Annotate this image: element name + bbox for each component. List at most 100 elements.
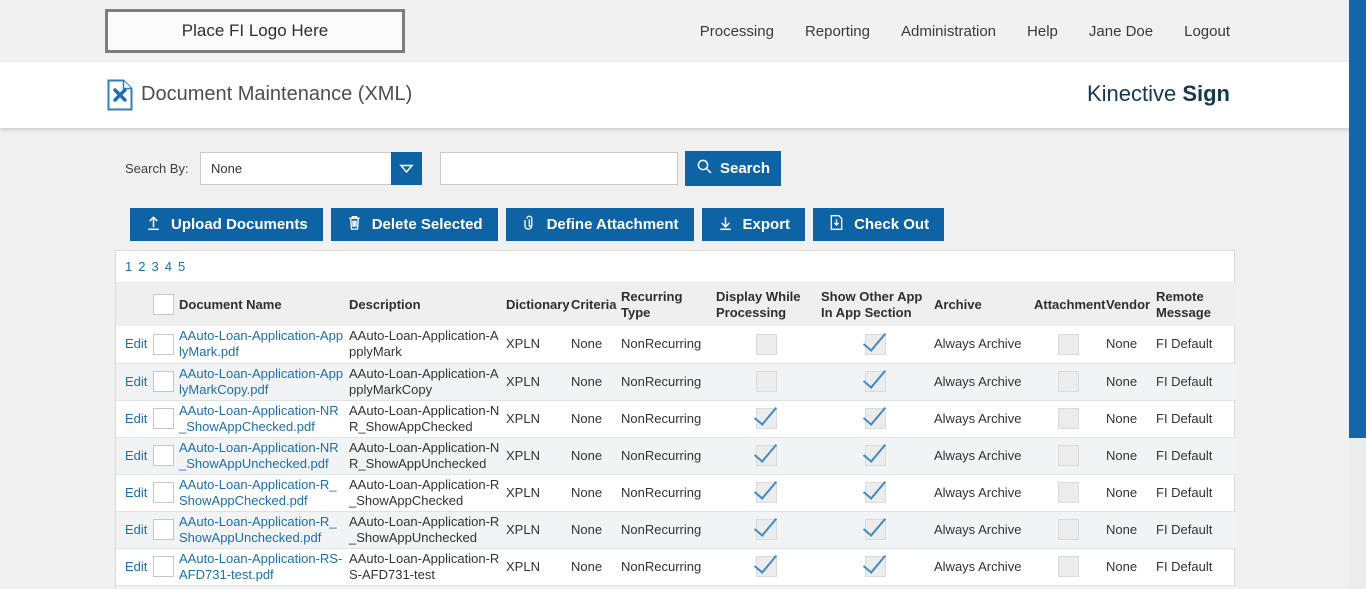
recurring-type-cell [621,585,716,589]
show-other-app-cell [821,363,934,401]
upload-documents-button[interactable]: Upload Documents [130,208,323,241]
vendor-cell: None [1106,437,1156,475]
document-link[interactable]: AAuto-Loan-Application-ApplyMarkCopy.pdf [179,365,344,397]
page-link-4[interactable]: 4 [164,259,172,274]
vendor-cell [1106,585,1156,589]
select-all-checkbox[interactable] [153,294,174,315]
page-link-2[interactable]: 2 [138,259,146,274]
select-cell [151,400,179,438]
row-select-checkbox[interactable] [153,333,174,355]
nav-help[interactable]: Help [1027,22,1058,40]
show-other-app-checkbox [865,556,886,577]
select-cell [151,437,179,475]
select-cell [151,548,179,586]
brand-logo: Kinective Sign [1087,81,1230,107]
display-while-processing-cell [716,548,821,586]
page-link-5[interactable]: 5 [177,259,186,274]
document-link[interactable]: AAuto-Loan-Application-ApplyMark.pdf [179,328,344,360]
document-link[interactable]: AAuto-Loan-Application-R_ShowAppUnchecke… [179,513,337,545]
page-link-3[interactable]: 3 [151,259,159,274]
row-select-checkbox[interactable] [153,371,174,392]
table-row: Edit AAuto-Loan-Application-ApplyMark.pdf… [116,326,1236,364]
show-other-app-checkbox [865,371,886,392]
col-description: Description [349,296,421,312]
nav-logout[interactable]: Logout [1184,22,1230,40]
paperclip-icon [521,214,538,235]
description-cell: AAuto-Loan-Application-R_ShowAppChecked [349,474,506,512]
attachment-cell [1034,474,1106,512]
row-select-checkbox[interactable] [153,482,174,503]
attachment-checkbox [1057,333,1079,355]
chevron-down-icon[interactable] [391,152,422,185]
attachment-cell [1034,400,1106,438]
display-while-processing-cell [716,400,821,438]
define-attachment-button[interactable]: Define Attachment [505,208,694,241]
remote-message-cell: FI Default [1156,400,1236,438]
pagination: 1 2 3 4 5 [116,251,1234,283]
edit-link[interactable]: Edit [125,373,148,389]
col-edit [116,283,151,326]
trash-icon [346,214,363,235]
recurring-type-cell: NonRecurring [621,437,716,475]
nav-administration[interactable]: Administration [900,22,997,40]
criteria-cell [571,585,621,589]
edit-link[interactable]: Edit [125,336,148,352]
col-document-name: Document Name [179,296,282,312]
show-other-app-cell [821,474,934,512]
page-link-1[interactable]: 1 [125,259,133,274]
document-link[interactable]: AAuto-Loan-Application-NR_ShowAppChecked… [179,402,339,434]
nav-processing[interactable]: Processing [699,22,774,40]
criteria-cell: None [571,326,621,364]
brand-product: Sign [1182,81,1230,106]
dictionary-cell: XPLN [506,474,571,512]
edit-link[interactable]: Edit [125,447,148,463]
documents-panel: 1 2 3 4 5 Document Name Description Dict… [115,250,1236,589]
attachment-checkbox [1057,519,1079,540]
check-out-button[interactable]: Check Out [813,208,945,241]
archive-cell: Always Archive [934,326,1034,364]
archive-cell: Always Archive [934,400,1034,438]
scrollbar-thumb[interactable] [1349,0,1366,438]
search-by-select[interactable]: None [200,152,422,185]
criteria-cell: None [571,400,621,438]
brand-name: Kinective [1086,81,1183,106]
vendor-cell: None [1106,363,1156,401]
document-name-cell: AAuto-Loan-Application-R_ShowAppChecked.… [179,474,349,512]
description-cell: AAuto-Loan-Application-ApplyMark [349,326,506,364]
display-while-processing-checkbox [756,556,777,577]
edit-link[interactable]: Edit [125,484,148,500]
recurring-type-cell: NonRecurring [621,363,716,401]
nav-reporting[interactable]: Reporting [804,22,870,40]
col-recurring-type: Recurring Type [621,288,683,320]
document-link[interactable]: AAuto-Loan-Application-NR_ShowAppUncheck… [179,439,339,471]
export-button[interactable]: Export [701,208,806,241]
show-other-app-checkbox [865,482,886,503]
select-cell [151,511,179,549]
row-select-checkbox[interactable] [153,519,174,540]
archive-cell: Always Archive [934,511,1034,549]
edit-link[interactable]: Edit [125,521,148,537]
nav-user[interactable]: Jane Doe [1088,22,1154,40]
search-button[interactable]: Search [685,151,781,186]
document-xml-icon [107,79,133,116]
page-title: Document Maintenance (XML) [141,83,413,105]
document-link[interactable]: AAuto-Loan-Application-RS-AFD731-test.pd… [179,550,343,582]
row-select-checkbox[interactable] [153,445,174,466]
delete-selected-button[interactable]: Delete Selected [330,208,498,241]
attachment-cell [1034,326,1106,364]
edit-link[interactable]: Edit [125,558,148,574]
display-while-processing-cell [716,585,821,589]
show-other-app-checkbox [865,408,886,429]
edit-link[interactable]: Edit [125,410,148,426]
attachment-cell [1034,363,1106,401]
description-cell: AAuto-Loan-Application-NR_ShowAppChecked [349,400,506,438]
search-input[interactable] [440,152,678,185]
archive-cell: Always Archive [934,548,1034,586]
document-link[interactable]: AAuto-Loan-Application-R_ShowAppChecked.… [179,476,337,508]
col-vendor: Vendor [1106,296,1151,312]
row-select-checkbox[interactable] [153,408,174,429]
criteria-cell: None [571,548,621,586]
edit-cell: Edit [116,474,151,512]
row-select-checkbox[interactable] [153,556,174,577]
upload-icon [145,214,162,235]
